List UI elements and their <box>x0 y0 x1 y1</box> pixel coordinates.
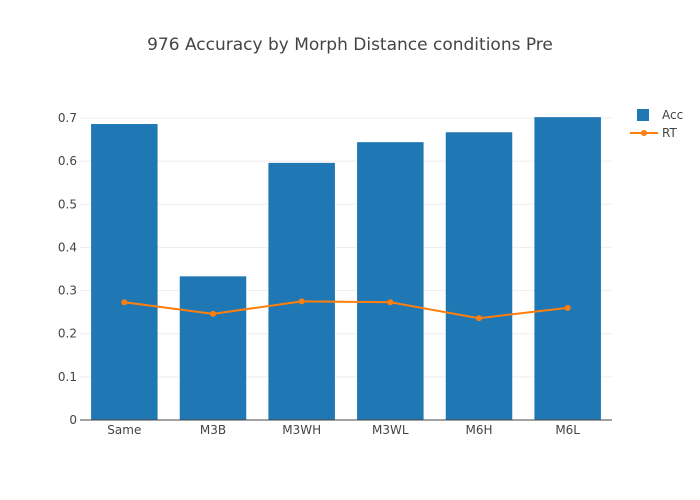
x-tick-label: Same <box>107 423 141 437</box>
legend-label-rt: RT <box>662 126 677 140</box>
x-tick-label: M6H <box>465 423 492 437</box>
x-tick-label: M3B <box>200 423 226 437</box>
gridlines <box>80 117 612 378</box>
y-tick-label: 0 <box>69 413 77 427</box>
bar-acc-m3wh <box>268 162 335 420</box>
x-tick-label: M3WL <box>372 423 409 437</box>
y-tick-label: 0.1 <box>58 370 77 384</box>
legend-swatch-rt-marker <box>641 130 647 136</box>
point-rt-m6l <box>564 304 571 311</box>
y-tick-label: 0.7 <box>58 111 77 125</box>
point-rt-m3b <box>210 310 216 317</box>
chart-title: 976 Accuracy by Morph Distance condition… <box>147 35 553 55</box>
point-rt-m6h <box>476 315 482 322</box>
y-tick-label: 0.5 <box>58 197 77 211</box>
bar-acc-m6h <box>445 132 513 421</box>
y-tick-label: 0.2 <box>58 327 77 341</box>
x-tick-label: M3WH <box>282 423 321 437</box>
point-rt-m3wh <box>298 298 305 305</box>
line-series <box>121 298 571 322</box>
point-rt-same <box>121 299 128 306</box>
bar-acc-m6l <box>534 117 601 420</box>
point-rt-m3wl <box>387 299 394 306</box>
bar-acc-same <box>91 124 158 420</box>
legend-swatch-acc <box>637 109 649 121</box>
y-tick-label: 0.6 <box>58 154 77 168</box>
bar-acc-m3wl <box>357 142 424 420</box>
bar-series <box>91 117 601 421</box>
y-tick-label: 0.3 <box>58 284 77 298</box>
line-rt <box>124 300 568 320</box>
x-tick-label: M6L <box>555 423 580 437</box>
axes: 0 0.1 0.2 0.3 0.4 0.5 0.6 0.7 Same M3B M3WH M3WL M6H… <box>58 111 612 437</box>
legend-label-acc: Acc <box>662 108 683 122</box>
bar-acc-m3b <box>179 276 247 420</box>
y-tick-label: 0.4 <box>58 240 77 254</box>
legend: Acc RT <box>630 108 683 140</box>
